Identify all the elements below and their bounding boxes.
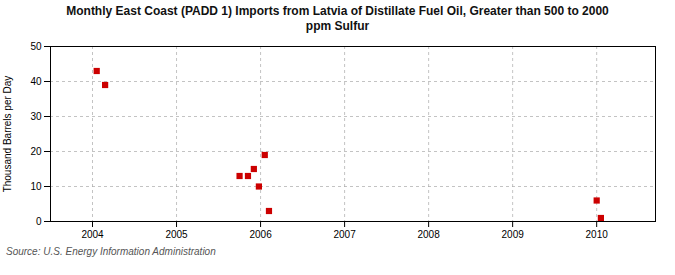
- svg-text:0: 0: [36, 216, 42, 227]
- html-text:Monthly East Coast (PADD 1) Im: Monthly East Coast (PADD 1) Imports from…: [66, 4, 609, 33]
- svg-text:2007: 2007: [333, 229, 356, 240]
- svg-text:2009: 2009: [502, 229, 525, 240]
- svg-text:2010: 2010: [586, 229, 609, 240]
- svg-text:2005: 2005: [165, 229, 188, 240]
- svg-text:2008: 2008: [418, 229, 441, 240]
- svg-text:30: 30: [30, 111, 42, 122]
- svg-text:20: 20: [30, 146, 42, 157]
- svg-text:50: 50: [30, 41, 42, 52]
- svg-text:10: 10: [30, 181, 42, 192]
- svg-text:2004: 2004: [81, 229, 104, 240]
- svg-text:40: 40: [30, 76, 42, 87]
- html-text:Source: U.S. Energy Informatio: Source: U.S. Energy Information Administ…: [6, 246, 216, 257]
- svg-text:Thousand Barrels per Day: Thousand Barrels per Day: [2, 76, 13, 193]
- svg-text:2006: 2006: [249, 229, 272, 240]
